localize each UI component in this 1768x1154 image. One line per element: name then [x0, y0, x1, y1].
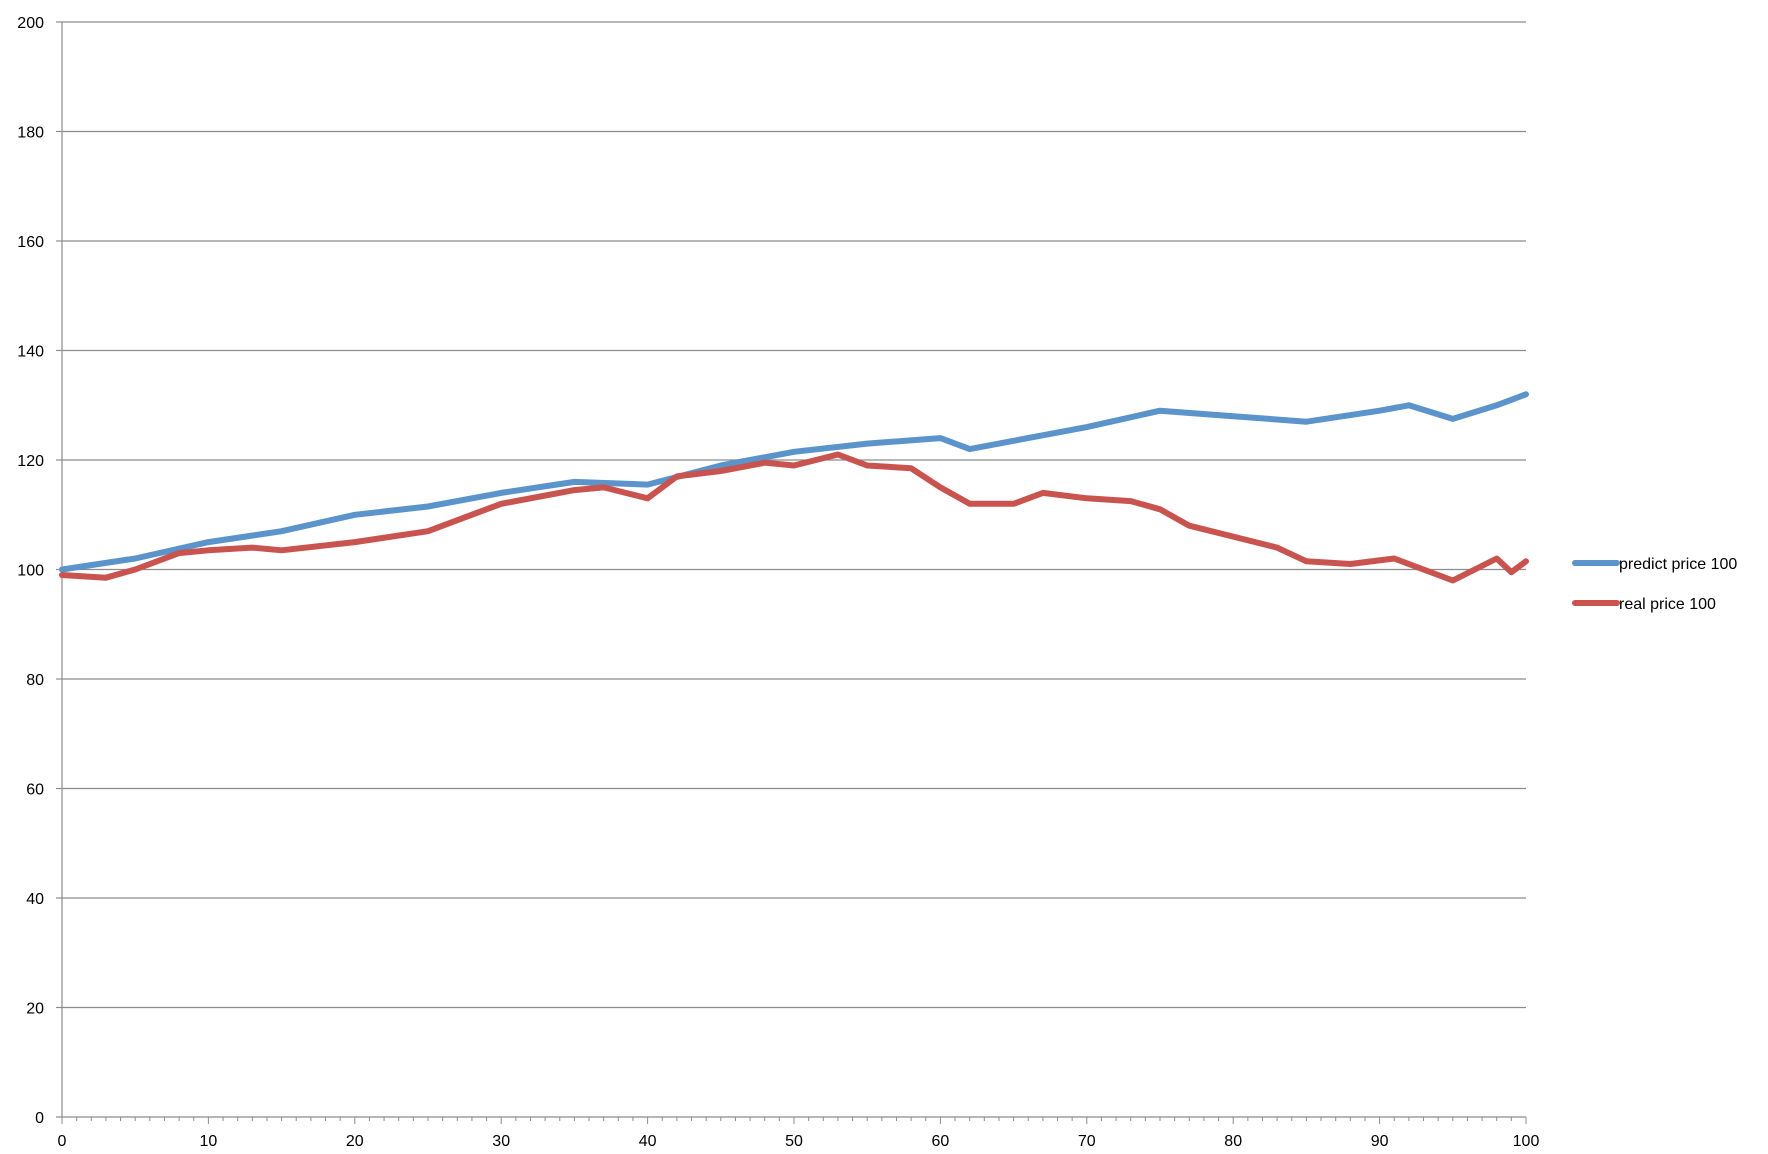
x-tick-label: 10	[200, 1133, 218, 1150]
y-tick-label: 60	[26, 782, 44, 799]
x-tick-label: 80	[1224, 1133, 1242, 1150]
gridlines	[62, 21, 1526, 1009]
y-tick-label: 120	[17, 453, 44, 470]
x-tick-label: 70	[1078, 1133, 1096, 1150]
y-tick-label: 40	[26, 891, 44, 908]
x-tick-label: 90	[1371, 1133, 1389, 1150]
y-tick-label: 180	[17, 125, 44, 142]
y-axis-tick-labels: 0 20 40 60 80 100 120 140 160 180 200	[17, 15, 44, 1127]
x-tick-label: 30	[492, 1133, 510, 1150]
x-tick-label: 100	[1513, 1133, 1540, 1150]
y-tick-label: 160	[17, 234, 44, 251]
series-line-real-price	[59, 451, 1529, 584]
y-tick-label: 200	[17, 15, 44, 32]
y-tick-label: 20	[26, 1001, 44, 1018]
series-line-predict-price	[59, 391, 1529, 573]
y-tick-label: 100	[17, 563, 44, 580]
legend-label: predict price 100	[1619, 556, 1737, 573]
series-lines	[59, 391, 1529, 584]
legend-label: real price 100	[1619, 596, 1716, 613]
y-tick-label: 80	[26, 672, 44, 689]
x-tick-label: 40	[639, 1133, 657, 1150]
x-tick-label: 20	[346, 1133, 364, 1150]
x-tick-label: 50	[785, 1133, 803, 1150]
y-tick-label: 0	[35, 1110, 44, 1127]
y-tick-label: 140	[17, 344, 44, 361]
x-tick-label: 0	[58, 1133, 67, 1150]
x-tick-label: 60	[932, 1133, 950, 1150]
x-axis-tick-labels: 0 10 20 30 40 50 60 70 80 90 100	[58, 1133, 1540, 1150]
legend: predict price 100 real price 100	[1572, 556, 1737, 613]
